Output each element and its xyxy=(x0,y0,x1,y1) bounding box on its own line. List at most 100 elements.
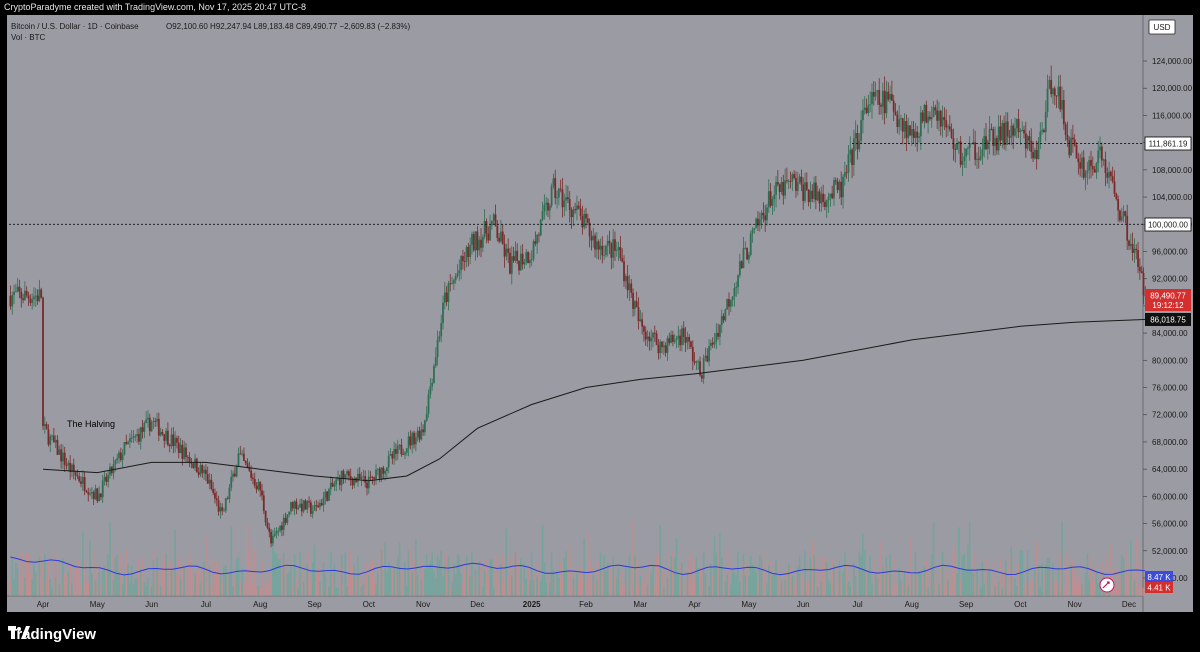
volume-bar xyxy=(45,578,48,596)
volume-bar xyxy=(1068,576,1071,596)
tradingview-brand: TradingView xyxy=(8,626,97,643)
candle-body xyxy=(516,250,519,262)
volume-bar xyxy=(916,576,919,596)
candle-body xyxy=(300,503,303,512)
volume-bar xyxy=(418,573,421,596)
candle-body xyxy=(357,473,359,482)
tradingview-logo-icon xyxy=(8,626,30,639)
candle-body xyxy=(58,449,61,455)
candle-body xyxy=(961,160,964,165)
volume-bar xyxy=(601,571,604,596)
candle-body xyxy=(780,181,783,193)
candle-body xyxy=(626,275,629,291)
candle-body xyxy=(639,319,642,322)
volume-bar xyxy=(344,552,347,596)
volume-bar xyxy=(429,560,432,596)
candle-body xyxy=(494,214,497,226)
volume-bar xyxy=(949,580,951,596)
candle-body xyxy=(40,289,43,298)
volume-bar xyxy=(606,562,609,596)
candle-body xyxy=(910,129,913,136)
candle-body xyxy=(485,221,488,234)
candle-body xyxy=(369,476,372,478)
volume-bar xyxy=(480,561,482,596)
volume-bar xyxy=(1084,572,1087,596)
legend-ohlc: O92,100.60 H92,247.94 L89,183.48 C89,490… xyxy=(166,22,411,31)
candle-body xyxy=(174,437,177,446)
volume-bar xyxy=(838,560,841,596)
replay-icon[interactable] xyxy=(1099,577,1115,593)
candle-body xyxy=(1043,130,1045,133)
volume-bar xyxy=(816,587,819,596)
volume-bar xyxy=(898,567,900,596)
volume-bar xyxy=(31,579,33,596)
candle-body xyxy=(851,149,853,166)
volume-bar xyxy=(87,580,90,596)
volume-bar xyxy=(592,574,595,596)
volume-bar xyxy=(1012,570,1014,596)
candle-body xyxy=(813,182,815,199)
volume-bar xyxy=(109,521,111,596)
volume-bar xyxy=(342,584,345,596)
candle-body xyxy=(165,430,167,441)
currency-button[interactable] xyxy=(1148,19,1176,35)
volume-bar xyxy=(241,568,243,596)
volume-bar xyxy=(268,581,271,596)
candle-body xyxy=(919,112,922,137)
candle-body xyxy=(243,453,245,461)
candle-body xyxy=(447,283,450,302)
volume-bar xyxy=(670,556,672,596)
volume-bar xyxy=(1050,569,1052,596)
candle-body xyxy=(366,482,368,489)
candle-body xyxy=(411,432,414,446)
volume-bar xyxy=(290,566,292,596)
volume-bar xyxy=(990,585,993,596)
volume-bar xyxy=(673,557,676,596)
volume-bar xyxy=(248,554,251,596)
volume-bar xyxy=(13,578,15,596)
candle-body xyxy=(621,258,624,262)
volume-bar xyxy=(570,574,573,596)
candle-body xyxy=(1113,181,1116,194)
volume-bar xyxy=(129,583,131,596)
volume-bar xyxy=(925,560,928,596)
time-tick-label: Oct xyxy=(1014,600,1027,609)
volume-bar xyxy=(1135,538,1138,596)
volume-bar xyxy=(40,550,42,596)
candle-body xyxy=(261,490,263,496)
volume-bar xyxy=(909,537,911,596)
volume-bar xyxy=(253,550,256,596)
candle-body xyxy=(1012,125,1015,136)
candle-body xyxy=(157,418,160,436)
candle-body xyxy=(592,235,595,241)
candle-body xyxy=(869,104,872,105)
volume-bar xyxy=(114,557,117,596)
price-tick-label: 80,000.00 xyxy=(1152,356,1188,365)
volume-bar xyxy=(521,581,524,596)
price-chart[interactable]: USD Bitcoin / U.S. Dollar · 1D · Coinbas… xyxy=(0,0,1200,612)
volume-bar xyxy=(371,560,374,596)
volume-bar xyxy=(612,556,614,596)
volume-bar xyxy=(594,582,596,596)
candle-body xyxy=(18,286,21,292)
candle-body xyxy=(326,491,329,501)
candle-body xyxy=(451,283,453,285)
volume-bar xyxy=(1077,574,1080,596)
candle-body xyxy=(62,452,64,462)
tradingview-logo[interactable]: TradingView xyxy=(8,626,96,643)
candle-body xyxy=(518,261,520,271)
candle-body xyxy=(304,500,307,510)
candle-body xyxy=(547,202,549,211)
candle-body xyxy=(630,283,633,293)
volume-bar xyxy=(536,576,538,596)
candle-body xyxy=(1117,198,1120,211)
volume-bar xyxy=(1055,581,1058,596)
volume-bar xyxy=(527,566,529,596)
volume-bar xyxy=(510,575,513,596)
halving-annotation: The Halving xyxy=(67,419,115,429)
candle-body xyxy=(360,476,363,479)
candle-body xyxy=(1001,122,1004,141)
candle-body xyxy=(31,299,34,303)
volume-bar xyxy=(614,575,616,596)
time-tick-label: Nov xyxy=(416,600,430,609)
